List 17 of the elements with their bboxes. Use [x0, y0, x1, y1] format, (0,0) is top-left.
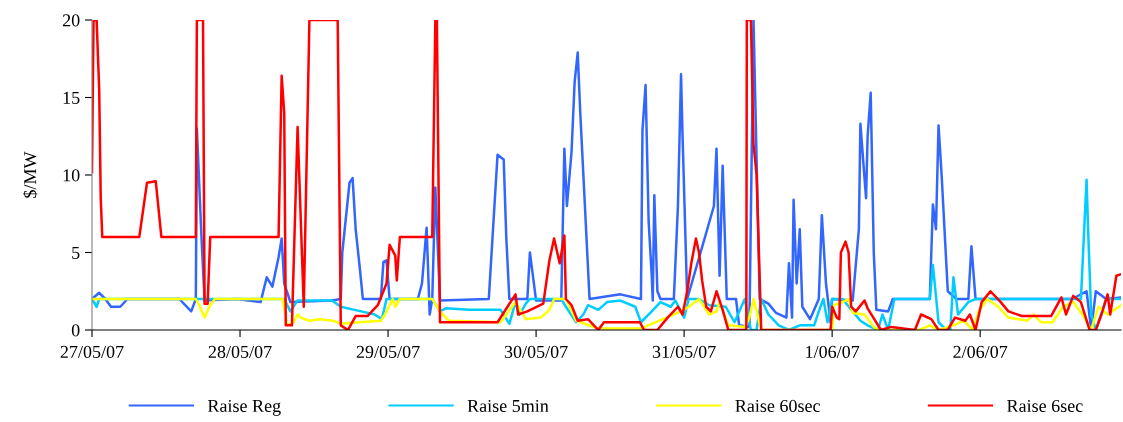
y-tick-label: 15 — [63, 91, 80, 104]
y-tick-label: 5 — [72, 246, 80, 259]
x-tick-label: 31/05/07 — [652, 345, 716, 358]
x-tick-label: 1/06/07 — [806, 345, 860, 358]
legend-label: Raise 6sec — [1007, 399, 1083, 413]
x-tick-label: 2/06/07 — [953, 345, 1008, 358]
x-tick-label: 28/05/07 — [208, 345, 272, 358]
y-tick-label: 0 — [71, 324, 80, 337]
y-axis-title: $/MW — [23, 151, 38, 198]
x-tick-label: 27/05/07 — [60, 345, 124, 358]
y-tick-label: 20 — [62, 14, 80, 27]
x-tick-label: 29/05/07 — [356, 345, 420, 358]
y-tick-label: 10 — [63, 169, 80, 182]
legend-label: Raise 5min — [467, 399, 549, 413]
legend-label: Raise 60sec — [735, 399, 820, 413]
legend-label: Raise Reg — [207, 399, 281, 416]
x-tick-label: 30/05/07 — [504, 345, 568, 358]
